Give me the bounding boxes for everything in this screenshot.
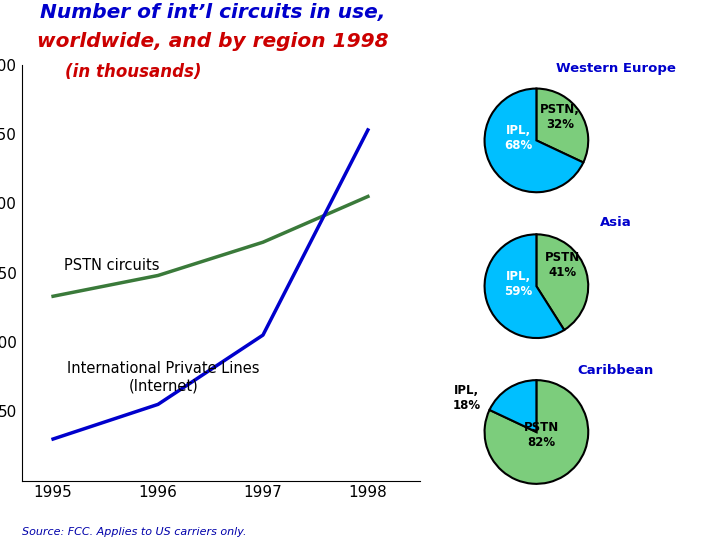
Text: Source: FCC. Applies to US carriers only.: Source: FCC. Applies to US carriers only… <box>22 527 246 537</box>
Text: worldwide, and by region 1998: worldwide, and by region 1998 <box>37 32 388 51</box>
Text: PSTN,
32%: PSTN, 32% <box>540 103 580 131</box>
Text: Western Europe: Western Europe <box>556 62 675 75</box>
Text: Number of int’l circuits in use,: Number of int’l circuits in use, <box>40 3 385 22</box>
Text: PSTN
82%: PSTN 82% <box>524 421 559 449</box>
Wedge shape <box>485 89 583 192</box>
Text: PSTN circuits: PSTN circuits <box>63 258 159 273</box>
Wedge shape <box>536 234 588 330</box>
Text: IPL,
18%: IPL, 18% <box>452 384 480 413</box>
Wedge shape <box>490 380 536 432</box>
Text: (in thousands): (in thousands) <box>65 63 202 81</box>
Text: IPL,
59%: IPL, 59% <box>504 269 532 298</box>
Wedge shape <box>485 234 564 338</box>
Text: IPL,
68%: IPL, 68% <box>504 124 532 152</box>
Text: International Private Lines
(Internet): International Private Lines (Internet) <box>67 361 259 394</box>
Wedge shape <box>485 380 588 484</box>
Text: Caribbean: Caribbean <box>577 364 654 377</box>
Wedge shape <box>536 89 588 163</box>
Text: PSTN
41%: PSTN 41% <box>545 252 580 280</box>
Text: Asia: Asia <box>600 216 631 229</box>
